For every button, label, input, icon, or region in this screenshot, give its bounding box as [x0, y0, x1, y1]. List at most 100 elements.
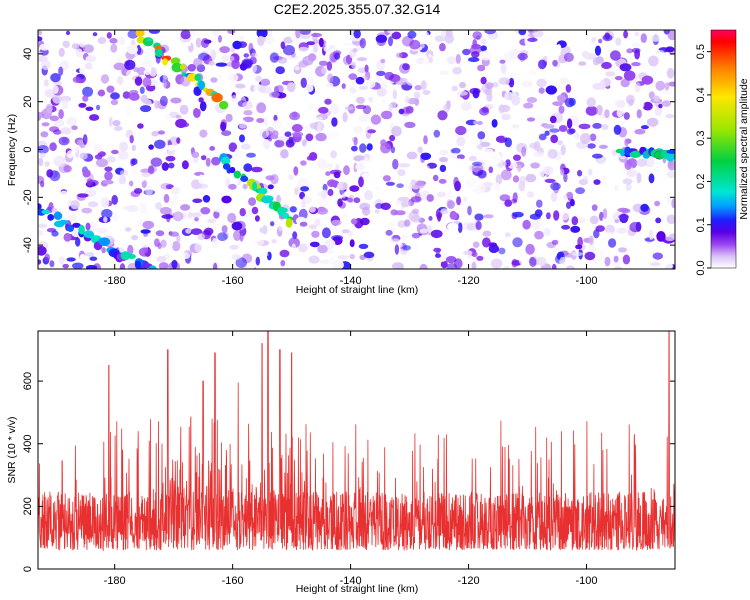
spectrogram-cell: [75, 237, 81, 247]
spectrogram-cell: [42, 232, 47, 239]
spectrogram-cell: [559, 210, 570, 221]
spectrogram-cell: [84, 252, 95, 257]
spectrogram-cell: [289, 111, 301, 121]
spectrogram-cell: [552, 59, 558, 67]
spectrogram-cell: [402, 63, 410, 71]
spectrogram-cell: [225, 177, 231, 187]
spectrogram-cell: [492, 52, 502, 61]
spectrogram-cell: [648, 55, 659, 67]
spectrogram-cell: [498, 247, 506, 255]
spectrogram-cell: [295, 30, 301, 39]
spectrogram-cell: [376, 70, 386, 76]
snr-ticks: -180 -160 -140 -120 -100 0 200 400 600: [22, 331, 675, 587]
spectrogram-cell: [553, 210, 560, 221]
spectrogram-cell: [251, 206, 259, 215]
spectrogram-cell: [270, 134, 279, 140]
spectrogram-cell: [66, 150, 74, 159]
spectrogram-cell: [476, 121, 483, 125]
spectrogram-cell: [300, 77, 307, 89]
spectrogram-cell: [198, 52, 210, 61]
spectrogram-cell: [447, 56, 456, 65]
spectrogram-cell: [620, 78, 630, 88]
spectrogram-cell: [502, 265, 511, 269]
spectrogram-cell: [593, 179, 601, 185]
spectrogram-cell: [595, 56, 604, 64]
spectrogram-cell: [629, 221, 642, 233]
spectrogram-cell: [601, 61, 612, 70]
spectrogram-cell: [456, 196, 462, 206]
spectrogram-cell: [106, 32, 112, 39]
spectrogram-cell: [451, 190, 459, 196]
spectrogram-cell: [353, 137, 358, 146]
spectrogram-cell: [145, 185, 153, 196]
spectrogram-cell: [545, 85, 557, 95]
spectrogram-cell: [94, 144, 102, 154]
spectrogram-cell: [477, 131, 486, 140]
spectrogram-cell: [331, 235, 344, 241]
spectrogram-cell: [359, 202, 371, 211]
spectrogram-cell: [171, 259, 178, 269]
spectrogram-cell: [404, 96, 410, 104]
spectrogram-cell: [417, 146, 423, 153]
spectrogram-cell: [336, 181, 349, 191]
spectrogram-cell: [485, 82, 494, 90]
spectrogram-cell: [192, 198, 203, 204]
spectrogram-cell: [242, 116, 254, 123]
colorbar-tick-label: 0.3: [695, 131, 707, 146]
spectrogram-cell: [142, 220, 155, 230]
spectrogram-cell: [584, 251, 596, 261]
spectrogram-cell: [491, 152, 502, 164]
spectrogram-cell: [148, 30, 160, 34]
spectrogram-cell: [51, 207, 58, 213]
spectrogram-cell: [543, 124, 555, 129]
x-tick-label: -160: [222, 275, 244, 287]
spectrogram-cell: [157, 130, 165, 135]
spectrogram-cell: [79, 152, 88, 160]
spectrogram-cell: [142, 76, 152, 88]
spectrogram-cell: [444, 33, 454, 44]
spectrogram-cell: [240, 143, 251, 150]
spectrogram-cell: [483, 214, 494, 219]
spectrogram-cell: [517, 164, 522, 172]
spectrogram-cell: [308, 102, 313, 110]
spectrogram-cell: [81, 207, 93, 214]
spectrogram-cell: [644, 157, 655, 168]
spectrogram-cell: [433, 129, 441, 138]
spectrogram-cell: [559, 77, 570, 85]
spectrogram-cell: [213, 207, 226, 213]
spectrogram-cell: [349, 87, 357, 94]
spectrogram-cell: [294, 187, 299, 196]
spectrogram-cell: [426, 194, 434, 202]
spectrogram-cell: [141, 179, 147, 189]
spectrogram-cell: [113, 62, 126, 71]
spectrogram-cell: [51, 85, 59, 94]
spectrogram-cell: [271, 239, 277, 244]
spectrogram-cell: [359, 217, 370, 226]
spectrogram-cell: [498, 104, 505, 114]
spectrogram-cell: [210, 77, 218, 83]
spectrogram-cell: [364, 64, 369, 73]
spectrogram-cell: [75, 48, 83, 58]
spectrogram-cell: [221, 130, 232, 137]
spectrogram-cell: [462, 48, 471, 56]
spectrogram-cell: [270, 221, 275, 227]
spectrogram-cell: [374, 209, 380, 214]
spectrogram-cell: [61, 99, 69, 110]
spectrogram-cell: [62, 263, 69, 269]
spectrogram-cell: [414, 97, 420, 106]
spectrogram-cell: [355, 76, 365, 85]
spectrogram-cell: [334, 52, 341, 60]
spectrogram-cell: [175, 114, 182, 119]
spectrogram-cell: [588, 235, 594, 246]
spectrogram-cell: [467, 230, 474, 240]
spectrogram-cell: [49, 170, 61, 182]
spectrogram-cell: [614, 68, 623, 76]
y-tick-label: 200: [22, 497, 34, 515]
spectrogram-cell: [126, 69, 135, 79]
spectrogram-cell: [195, 37, 202, 48]
spectrogram-cell: [435, 253, 441, 258]
spectrogram-cell: [570, 225, 581, 233]
spectrogram-cell: [238, 123, 248, 129]
spectrogram-cell: [387, 30, 395, 34]
spectrogram-cell: [568, 97, 576, 107]
